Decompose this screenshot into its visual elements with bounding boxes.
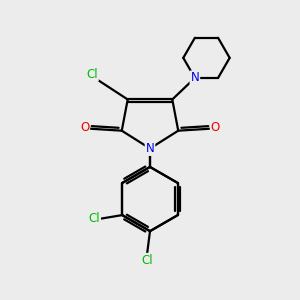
- Text: Cl: Cl: [88, 212, 100, 225]
- Text: O: O: [211, 121, 220, 134]
- Text: Cl: Cl: [141, 254, 153, 267]
- Text: Cl: Cl: [86, 68, 98, 81]
- Text: N: N: [146, 142, 154, 155]
- Text: O: O: [80, 121, 89, 134]
- Text: N: N: [190, 71, 199, 84]
